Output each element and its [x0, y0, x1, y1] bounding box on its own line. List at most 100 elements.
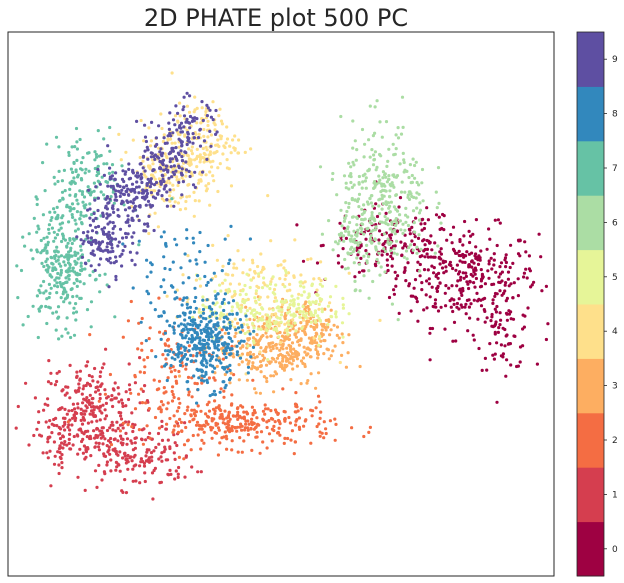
data-point: [168, 137, 173, 141]
data-point: [99, 432, 103, 436]
data-point: [511, 261, 515, 265]
data-point: [537, 232, 541, 236]
data-point: [457, 297, 461, 301]
data-point: [121, 441, 125, 445]
data-point: [39, 238, 43, 243]
colorbar-segment-9: [577, 32, 604, 87]
data-point: [129, 299, 133, 304]
data-point: [92, 189, 96, 193]
data-point: [482, 308, 486, 312]
data-point: [290, 356, 294, 360]
data-point: [90, 409, 94, 413]
data-point: [23, 244, 27, 248]
data-point: [212, 325, 216, 329]
data-point: [85, 396, 89, 400]
data-point: [97, 463, 101, 467]
data-point: [246, 428, 250, 432]
data-point: [234, 328, 238, 332]
data-point: [260, 286, 265, 290]
data-point: [329, 354, 333, 358]
data-point: [434, 190, 438, 194]
data-point: [399, 228, 403, 232]
data-point: [228, 258, 232, 262]
data-point: [113, 315, 117, 319]
data-point: [56, 271, 60, 276]
data-point: [261, 353, 265, 358]
data-point: [228, 324, 232, 328]
data-point: [230, 339, 234, 343]
data-point: [187, 276, 191, 280]
data-point: [52, 417, 56, 422]
data-point: [230, 439, 234, 443]
data-point: [94, 441, 98, 445]
data-point: [544, 337, 549, 342]
data-point: [190, 465, 194, 469]
data-point: [467, 263, 471, 267]
data-point: [463, 305, 467, 309]
data-point: [261, 268, 265, 272]
data-point: [199, 409, 203, 413]
data-point: [94, 230, 99, 234]
data-point: [298, 309, 302, 314]
data-point: [499, 318, 503, 322]
data-point: [341, 296, 345, 300]
data-point: [195, 262, 199, 266]
data-point: [82, 444, 86, 448]
data-point: [218, 305, 222, 309]
data-point: [271, 346, 275, 351]
data-point: [302, 424, 306, 428]
data-point: [84, 214, 88, 218]
data-point: [55, 233, 60, 237]
data-point: [133, 204, 137, 208]
data-point: [149, 191, 153, 195]
data-point: [121, 421, 125, 425]
data-point: [505, 312, 509, 316]
data-point: [279, 346, 283, 350]
data-point: [99, 257, 103, 261]
data-point: [16, 296, 20, 300]
series-9: [75, 91, 219, 289]
data-point: [347, 187, 351, 191]
series-0: [295, 180, 550, 404]
data-point: [503, 258, 507, 262]
data-point: [349, 247, 353, 251]
data-point: [309, 312, 313, 316]
data-point: [425, 279, 429, 283]
data-point: [96, 179, 100, 183]
data-point: [110, 398, 114, 402]
data-point: [324, 328, 328, 332]
data-point: [73, 218, 77, 222]
data-point: [201, 295, 205, 299]
data-point: [72, 311, 76, 315]
data-point: [355, 199, 360, 203]
data-point: [259, 364, 263, 368]
data-point: [233, 317, 237, 321]
data-point: [76, 202, 80, 206]
data-point: [97, 263, 101, 267]
data-point: [422, 308, 426, 312]
data-point: [154, 136, 158, 140]
data-point: [105, 232, 109, 236]
data-point: [278, 364, 282, 368]
data-point: [185, 228, 189, 232]
data-point: [63, 407, 67, 411]
data-point: [57, 463, 61, 467]
data-point: [508, 265, 512, 270]
data-point: [176, 170, 180, 174]
data-point: [98, 273, 102, 277]
data-point: [159, 112, 163, 116]
data-point: [265, 313, 270, 317]
data-point: [105, 195, 109, 199]
data-point: [379, 265, 383, 269]
data-point: [162, 179, 166, 184]
data-point: [217, 336, 221, 340]
data-point: [225, 137, 230, 141]
data-point: [142, 139, 146, 143]
data-point: [293, 440, 297, 444]
data-point: [101, 403, 105, 407]
data-point: [204, 334, 209, 339]
data-point: [314, 299, 318, 303]
data-point: [163, 266, 167, 271]
data-point: [47, 282, 52, 286]
data-point: [58, 222, 62, 226]
